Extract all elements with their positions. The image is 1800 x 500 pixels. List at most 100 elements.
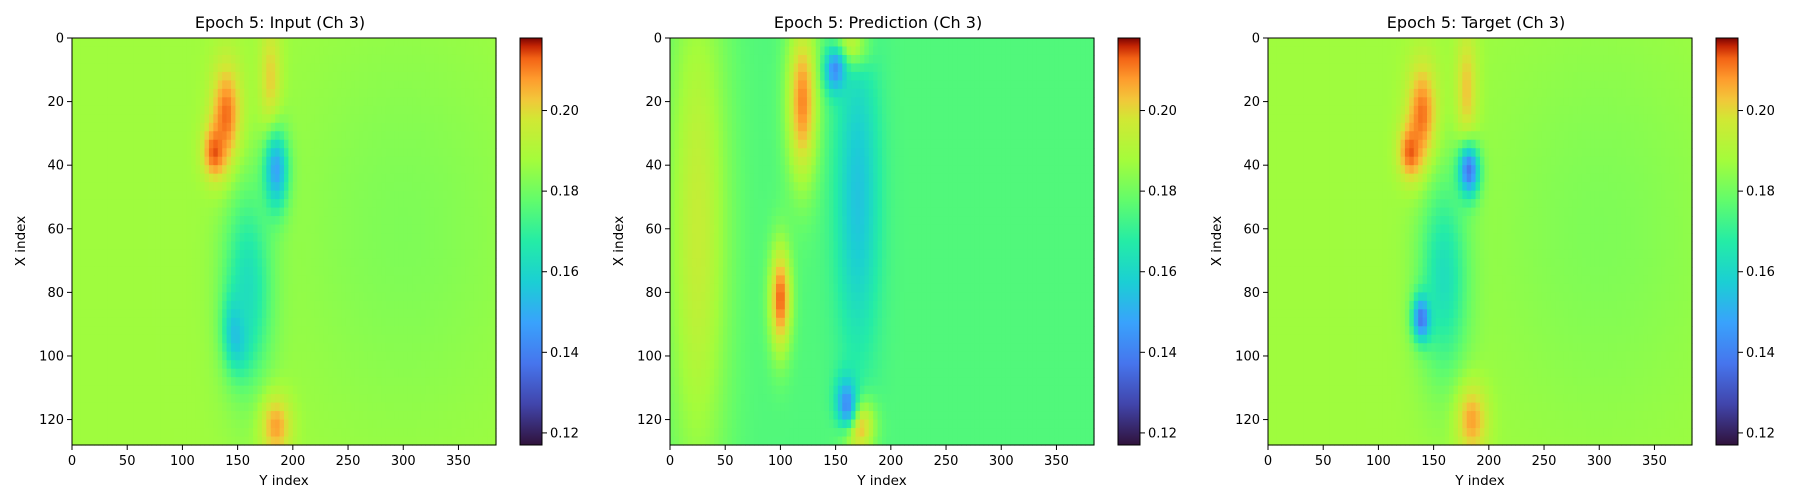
heatmap-cell	[412, 292, 418, 302]
heatmap-cell	[407, 88, 413, 98]
heatmap-cell	[231, 351, 237, 361]
heatmap-cell	[186, 97, 192, 107]
heatmap-cell	[939, 54, 945, 65]
heatmap-cell	[89, 165, 95, 175]
heatmap-cell	[102, 402, 108, 412]
heatmap-cell	[120, 343, 126, 353]
heatmap-cell	[116, 173, 122, 183]
heatmap-cell	[350, 317, 356, 327]
heatmap-cell	[102, 80, 108, 90]
heatmap-cell	[284, 148, 290, 158]
heatmap-cell	[434, 368, 440, 378]
heatmap-cell	[434, 122, 440, 132]
heatmap-cell	[98, 105, 104, 115]
heatmap-cell	[398, 80, 404, 90]
heatmap-cell	[398, 71, 404, 81]
heatmap-cell	[164, 436, 170, 446]
heatmap-cell	[780, 38, 786, 48]
heatmap-cell	[447, 249, 453, 260]
heatmap-cell	[129, 156, 135, 166]
heatmap-cell	[257, 54, 263, 65]
heatmap-cell	[332, 292, 338, 302]
heatmap-cell	[231, 80, 237, 90]
heatmap-cell	[76, 114, 82, 124]
heatmap-cell	[354, 88, 360, 98]
heatmap-cell	[89, 275, 95, 285]
heatmap-cell	[226, 46, 232, 56]
heatmap-cell	[390, 249, 396, 260]
heatmap-cell	[350, 54, 356, 65]
heatmap-cell	[80, 233, 86, 243]
heatmap-cell	[425, 428, 431, 438]
heatmap-cell	[76, 368, 82, 378]
heatmap-cell	[253, 148, 259, 158]
heatmap-cell	[257, 402, 263, 412]
heatmap-cell	[160, 351, 166, 361]
heatmap-cell	[125, 275, 131, 285]
heatmap-cell	[160, 428, 166, 438]
heatmap-cell	[359, 317, 365, 327]
heatmap-cell	[244, 71, 250, 81]
heatmap-cell	[332, 156, 338, 166]
heatmap-cell	[231, 38, 237, 48]
heatmap-cell	[709, 46, 715, 56]
heatmap-cell	[275, 207, 281, 217]
heatmap-cell	[173, 343, 179, 353]
heatmap-cell	[266, 80, 272, 90]
heatmap-cell	[129, 343, 135, 353]
heatmap-cell	[89, 377, 95, 387]
heatmap-cell	[385, 122, 391, 132]
heatmap-cell	[868, 46, 874, 56]
heatmap-cell	[469, 54, 475, 65]
heatmap-cell	[332, 139, 338, 149]
heatmap-cell	[319, 266, 325, 277]
heatmap-cell	[443, 394, 449, 404]
heatmap-cell	[416, 394, 422, 404]
heatmap-cell	[385, 385, 391, 395]
heatmap-cell	[416, 266, 422, 277]
heatmap-cell	[217, 377, 223, 387]
heatmap-cell	[297, 402, 303, 412]
heatmap-cell	[160, 216, 166, 226]
heatmap-cell	[806, 46, 812, 56]
heatmap-cell	[200, 419, 206, 429]
heatmap-cell	[191, 46, 197, 56]
heatmap-cell	[412, 317, 418, 327]
heatmap-cell	[248, 63, 254, 73]
heatmap-cell	[133, 63, 139, 73]
heatmap-cell	[297, 292, 303, 302]
heatmap-cell	[266, 385, 272, 395]
heatmap-cell	[261, 105, 267, 115]
heatmap-cell	[447, 351, 453, 361]
heatmap-cell	[133, 173, 139, 183]
heatmap-cell	[186, 190, 192, 200]
heatmap-cell	[310, 97, 316, 107]
heatmap-cell	[195, 139, 201, 149]
heatmap-cell	[491, 300, 497, 310]
heatmap-cell	[718, 63, 724, 73]
heatmap-cell	[341, 190, 347, 200]
heatmap-cell	[182, 411, 188, 421]
heatmap-cell	[89, 131, 95, 141]
heatmap-cell	[200, 317, 206, 327]
heatmap-cell	[231, 54, 237, 65]
heatmap-cell	[94, 275, 100, 285]
heatmap-cell	[465, 343, 471, 353]
heatmap-cell	[279, 54, 285, 65]
heatmap-cell	[111, 216, 117, 226]
heatmap-cell	[89, 207, 95, 217]
heatmap-cell	[284, 224, 290, 234]
heatmap-cell	[385, 80, 391, 90]
heatmap-cell	[363, 122, 369, 132]
heatmap-cell	[98, 419, 104, 429]
heatmap-cell	[186, 241, 192, 251]
heatmap-cell	[182, 309, 188, 319]
heatmap-cell	[310, 190, 316, 200]
heatmap-cell	[877, 54, 883, 65]
heatmap-cell	[182, 300, 188, 310]
heatmap-cell	[350, 139, 356, 149]
heatmap-cell	[235, 207, 241, 217]
heatmap-cell	[142, 266, 148, 277]
heatmap-cell	[80, 207, 86, 217]
heatmap-cell	[390, 368, 396, 378]
